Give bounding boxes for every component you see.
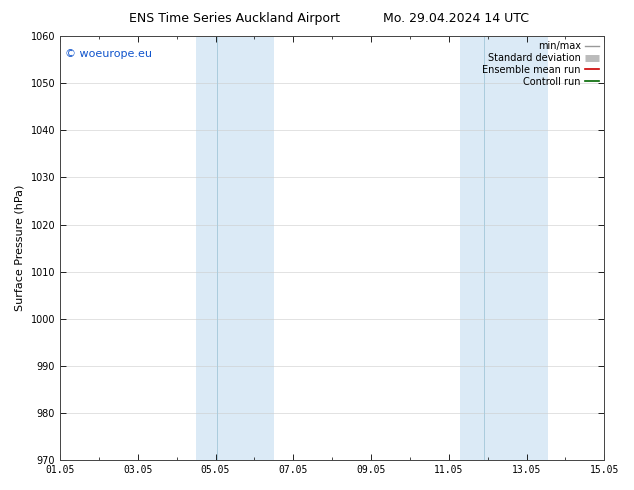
Legend: min/max, Standard deviation, Ensemble mean run, Controll run: min/max, Standard deviation, Ensemble me… <box>479 38 602 90</box>
Text: Mo. 29.04.2024 14 UTC: Mo. 29.04.2024 14 UTC <box>384 12 529 25</box>
Text: © woeurope.eu: © woeurope.eu <box>65 49 153 59</box>
Bar <box>460 36 548 460</box>
Text: ENS Time Series Auckland Airport: ENS Time Series Auckland Airport <box>129 12 340 25</box>
Bar <box>196 36 274 460</box>
Y-axis label: Surface Pressure (hPa): Surface Pressure (hPa) <box>15 185 25 311</box>
